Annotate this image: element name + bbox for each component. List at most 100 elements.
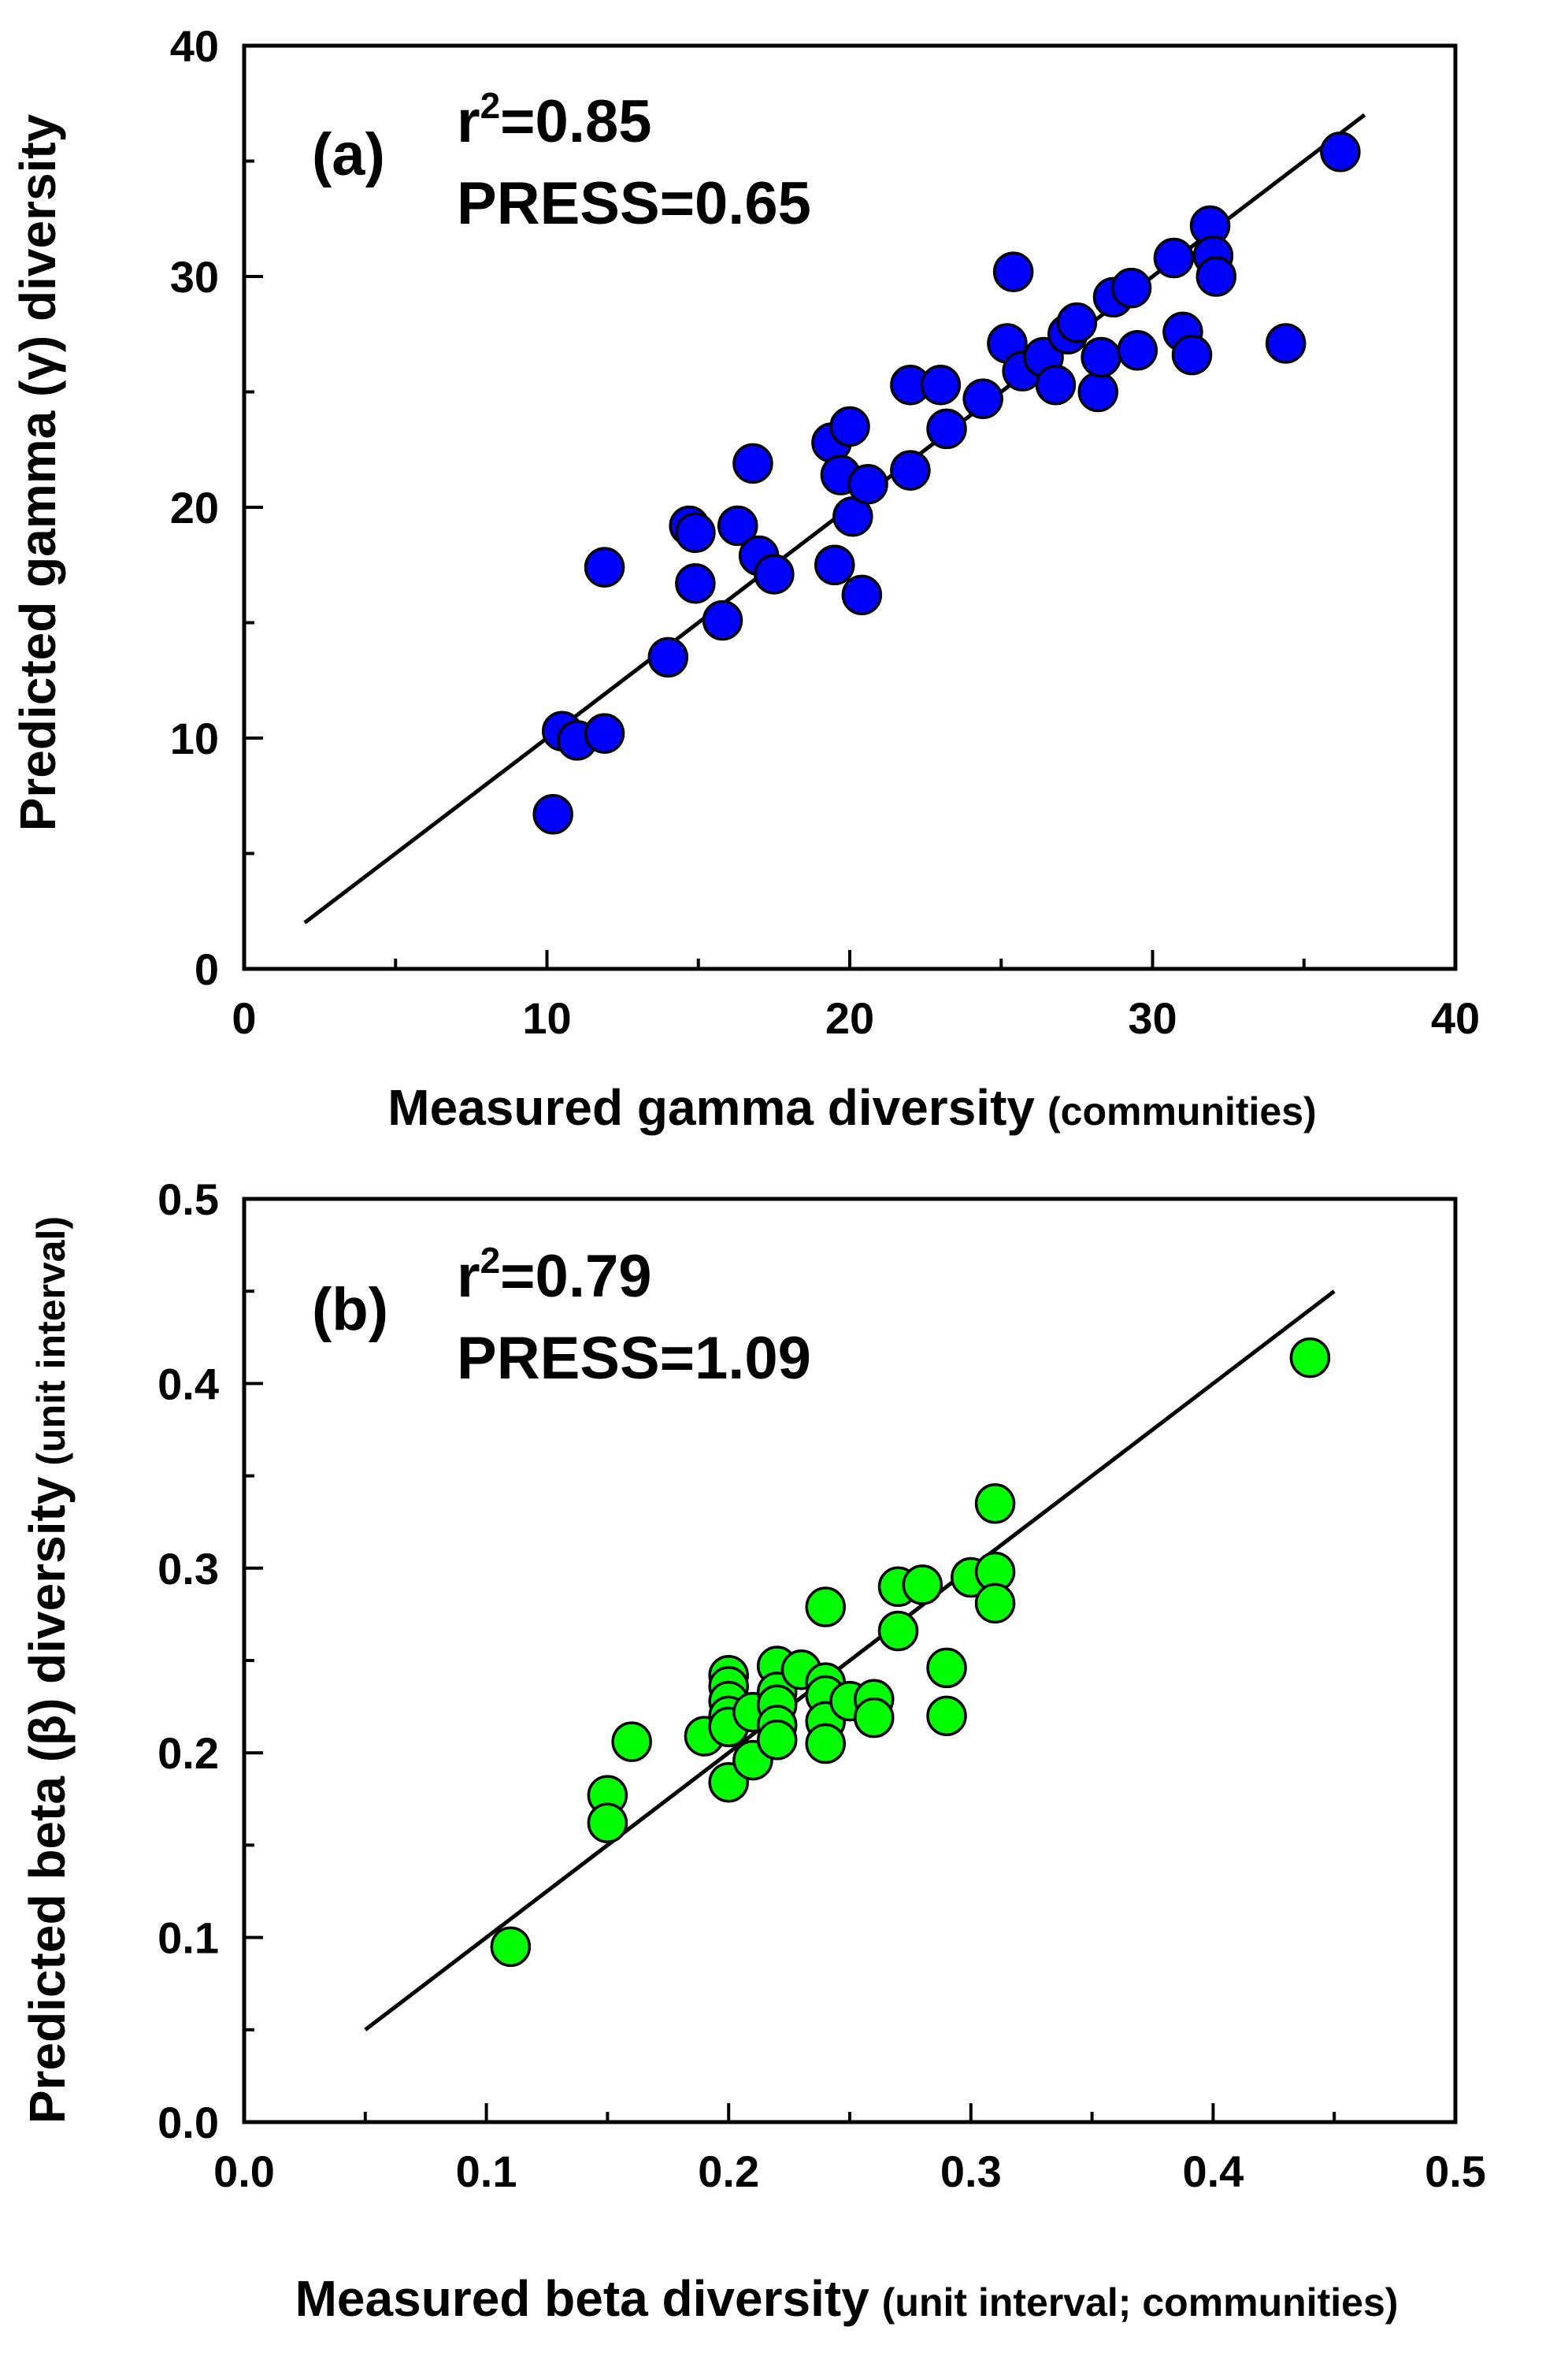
data-point bbox=[1035, 364, 1077, 406]
data-point bbox=[584, 713, 625, 754]
data-point bbox=[974, 1483, 1016, 1524]
y-tick-label: 0.5 bbox=[158, 1174, 219, 1224]
r-squared-stat: r2=0.85 bbox=[457, 85, 651, 155]
data-point bbox=[902, 1564, 943, 1605]
x-tick-label: 0.0 bbox=[213, 2147, 275, 2196]
x-tick-label: 0.5 bbox=[1425, 2147, 1486, 2196]
x-tick-label: 40 bbox=[1431, 993, 1480, 1043]
data-point bbox=[1320, 132, 1361, 173]
r-squared-sup: 2 bbox=[480, 85, 501, 126]
data-point bbox=[702, 599, 743, 641]
data-point bbox=[1056, 302, 1098, 343]
x-tick-label: 0 bbox=[232, 993, 256, 1043]
data-point bbox=[717, 505, 758, 547]
data-point bbox=[992, 251, 1034, 292]
data-point bbox=[675, 512, 716, 553]
y-tick-label: 40 bbox=[170, 21, 219, 71]
data-point bbox=[805, 1586, 846, 1627]
data-point bbox=[1289, 1337, 1331, 1378]
data-point bbox=[926, 1695, 967, 1737]
y-tick-labels: 0.0 0.1 0.2 0.3 0.4 0.5 bbox=[158, 1174, 219, 2147]
data-point bbox=[1195, 256, 1236, 297]
data-point bbox=[1081, 336, 1121, 378]
data-point bbox=[732, 443, 773, 484]
data-point bbox=[675, 562, 716, 604]
axis-ticks bbox=[243, 44, 1457, 970]
x-tick-label: 30 bbox=[1128, 993, 1177, 1043]
y-tick-label: 0 bbox=[195, 944, 219, 994]
data-point bbox=[1110, 267, 1152, 309]
x-tick-labels: 0 10 20 30 40 bbox=[232, 993, 1480, 1043]
x-axis-label: Measured beta diversity (unit interval; c… bbox=[295, 2270, 1399, 2327]
r-squared-stat: r2=0.79 bbox=[457, 1240, 651, 1310]
data-point bbox=[974, 1583, 1016, 1624]
press-stat: PRESS=1.09 bbox=[457, 1325, 811, 1392]
data-points bbox=[532, 132, 1361, 835]
x-axis-label: Measured gamma diversity (communities) bbox=[387, 1079, 1316, 1136]
r-squared-sup: 2 bbox=[480, 1240, 501, 1281]
y-tick-label: 0.2 bbox=[158, 1728, 219, 1778]
data-point bbox=[829, 406, 870, 447]
x-tick-label: 0.2 bbox=[698, 2147, 759, 2196]
panel-b: 0.0 0.1 0.2 0.3 0.4 0.5 0.0 0.1 0.2 0.3 0.4 0.5 (b… bbox=[19, 1174, 1486, 2327]
panel-label: (b) bbox=[312, 1276, 388, 1343]
data-point bbox=[926, 1647, 967, 1689]
data-point bbox=[1117, 330, 1158, 371]
data-point bbox=[841, 574, 883, 616]
x-tick-label: 0.1 bbox=[456, 2147, 517, 2196]
axis-ticks bbox=[243, 1197, 1457, 2124]
r-squared-value: =0.79 bbox=[500, 1243, 651, 1310]
x-tick-label: 0.3 bbox=[940, 2147, 1002, 2196]
x-axis-label-main: Measured gamma diversity bbox=[387, 1079, 1035, 1136]
data-point bbox=[805, 1723, 846, 1764]
x-axis-label-main: Measured beta diversity bbox=[295, 2270, 870, 2327]
data-point bbox=[1153, 237, 1195, 279]
x-tick-label: 0.4 bbox=[1182, 2147, 1244, 2196]
x-tick-labels: 0.0 0.1 0.2 0.3 0.4 0.5 bbox=[213, 2147, 1486, 2196]
data-point bbox=[532, 793, 573, 835]
y-tick-label: 0.3 bbox=[158, 1544, 219, 1594]
y-tick-label: 0.0 bbox=[158, 2098, 219, 2147]
y-tick-label: 10 bbox=[170, 714, 219, 763]
fit-line bbox=[364, 1289, 1336, 2031]
data-point bbox=[490, 1926, 532, 1968]
data-point bbox=[854, 1697, 895, 1738]
r-squared-base: r bbox=[457, 88, 480, 155]
data-point bbox=[920, 364, 962, 406]
press-stat: PRESS=0.65 bbox=[457, 170, 811, 237]
y-axis-label-main: Predicted beta (β) diversity bbox=[19, 1476, 76, 2124]
x-tick-label: 10 bbox=[522, 993, 571, 1043]
data-point bbox=[1265, 323, 1307, 364]
data-point bbox=[847, 463, 888, 505]
data-point bbox=[756, 1720, 798, 1761]
panel-label: (a) bbox=[312, 121, 385, 188]
x-tick-label: 20 bbox=[825, 993, 874, 1043]
data-point bbox=[890, 450, 931, 491]
data-point bbox=[587, 1802, 628, 1844]
data-point bbox=[877, 1610, 919, 1652]
y-tick-labels: 0 10 20 30 40 bbox=[170, 21, 219, 994]
data-point bbox=[754, 554, 795, 595]
y-tick-label: 30 bbox=[170, 252, 219, 302]
data-points bbox=[490, 1337, 1331, 1968]
y-tick-label: 20 bbox=[170, 483, 219, 532]
data-point bbox=[814, 544, 855, 585]
data-point bbox=[584, 547, 625, 588]
y-axis-label: Predicted gamma (γ) diversity bbox=[9, 113, 66, 831]
y-axis-label-unit: (unit interval) bbox=[29, 1216, 73, 1466]
data-point bbox=[611, 1721, 652, 1762]
data-point bbox=[962, 378, 1003, 420]
y-axis-label: Predicted beta (β) diversity (unit interv… bbox=[19, 1216, 76, 2124]
data-point bbox=[1171, 334, 1213, 376]
r-squared-value: =0.85 bbox=[500, 88, 651, 155]
panel-a: 0 10 20 30 40 0 10 20 30 40 (a) r2=0.85 PRESS=0.… bbox=[9, 21, 1480, 1136]
x-axis-label-unit: (unit interval; communities) bbox=[882, 2280, 1399, 2325]
data-point bbox=[647, 636, 689, 678]
x-axis-label-unit: (communities) bbox=[1047, 1089, 1317, 1134]
y-tick-label: 0.4 bbox=[158, 1359, 219, 1408]
r-squared-base: r bbox=[457, 1243, 480, 1310]
data-point bbox=[1077, 371, 1119, 413]
data-point bbox=[926, 408, 967, 450]
regression-line bbox=[364, 1289, 1336, 2031]
